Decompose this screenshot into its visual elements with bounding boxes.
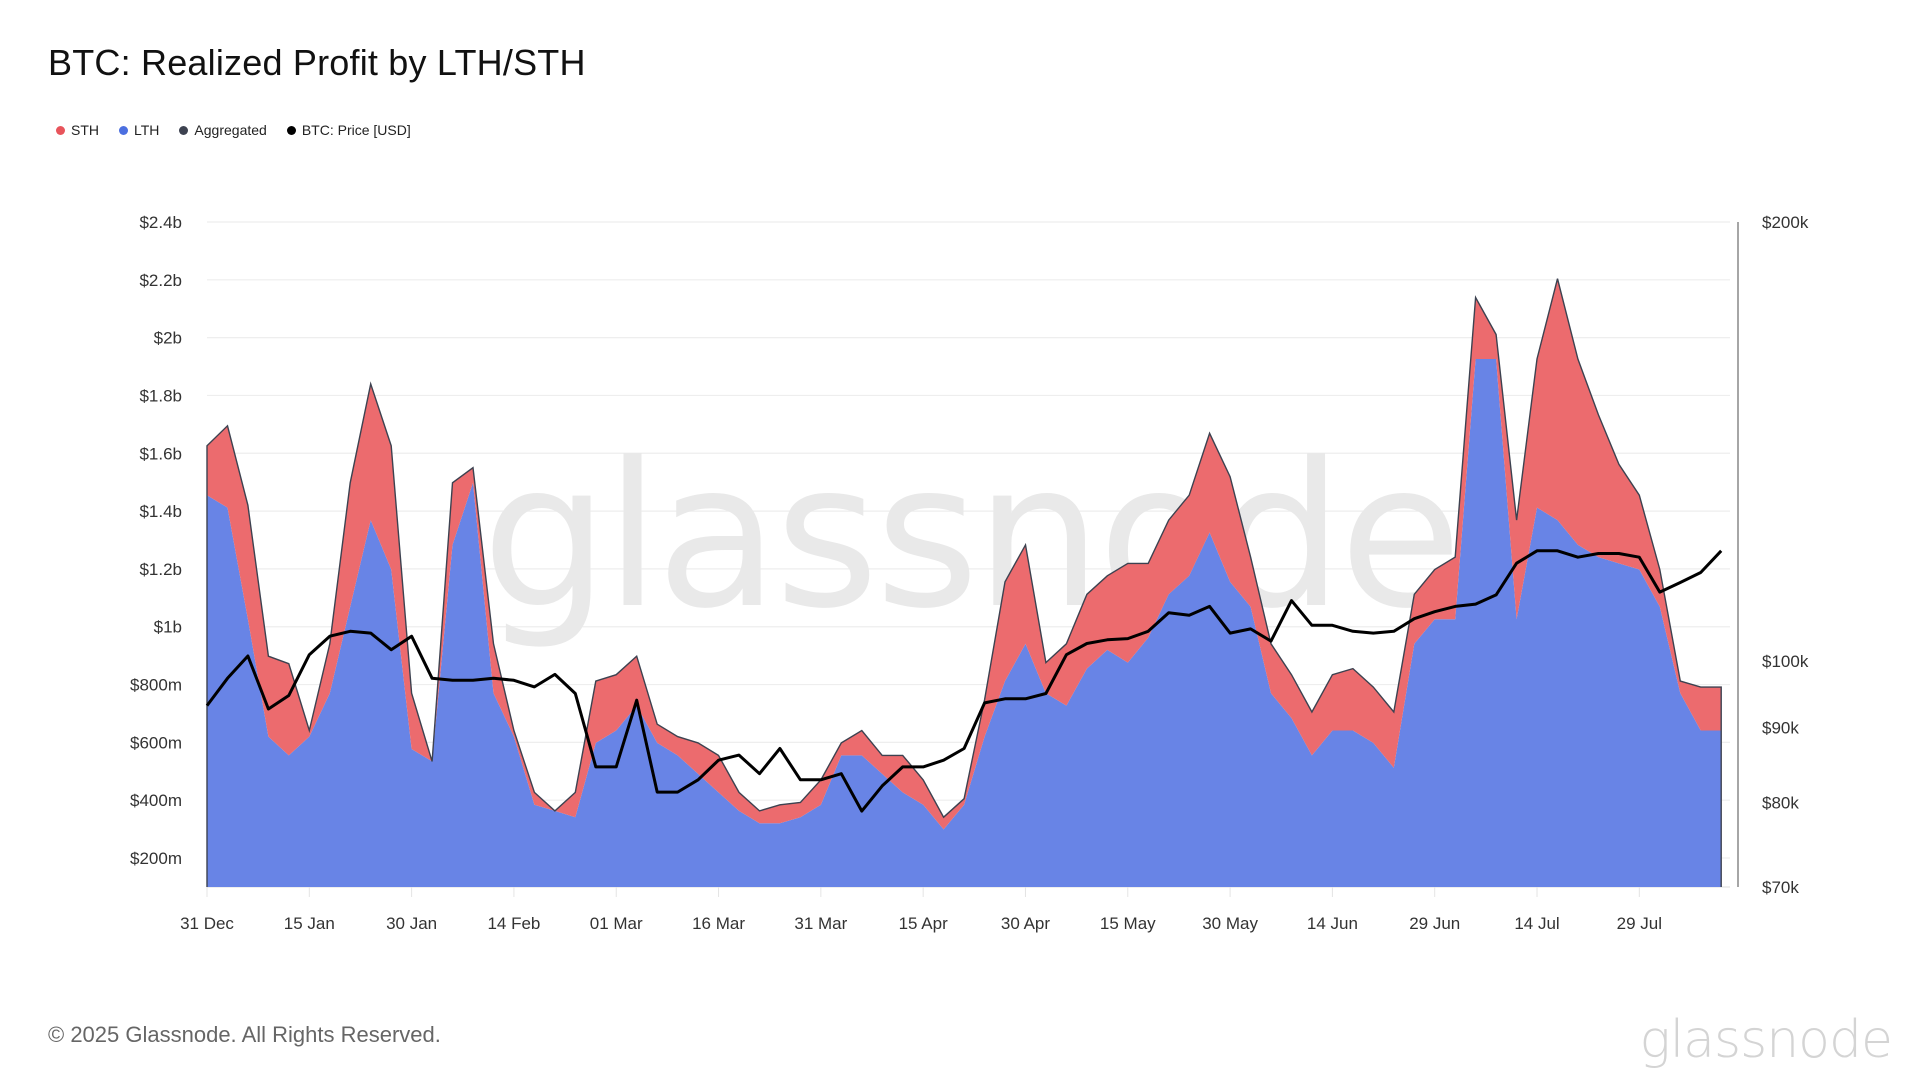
price-dot-icon [286, 125, 296, 135]
y-tick-label: $200m [130, 849, 182, 868]
y-axis-left: $200m $400m $600m $800m $1b $1.2b $1.4b $1.6b $1… [130, 213, 182, 868]
x-tick-label: 15 Apr [899, 914, 948, 933]
glassnode-logo: glassnode [1639, 1010, 1893, 1070]
y2-tick-label: $100k [1762, 652, 1809, 671]
y2-tick-label: $70k [1762, 878, 1799, 897]
y-tick-label: $1b [154, 618, 182, 637]
x-tick-label: 16 Mar [692, 914, 745, 933]
watermark-text: glassnode [482, 420, 1459, 653]
y2-tick-label: $200k [1762, 213, 1809, 232]
y-axis-right: $70k $80k $90k $100k $200k [1762, 213, 1809, 897]
aggregated-dot-icon [179, 125, 189, 135]
y-tick-label: $800m [130, 676, 182, 695]
y-tick-label: $600m [130, 733, 182, 752]
legend-item-lth[interactable]: LTH [119, 122, 159, 138]
y2-tick-label: $90k [1762, 719, 1799, 738]
lth-area [207, 359, 1722, 887]
legend-item-sth[interactable]: STH [56, 122, 99, 138]
y-tick-label: $2.4b [139, 213, 182, 232]
legend-label-lth: LTH [134, 122, 160, 138]
legend-item-price[interactable]: BTC: Price [USD] [286, 122, 411, 138]
legend-label-price: BTC: Price [USD] [301, 122, 411, 138]
chart-canvas[interactable]: glassnode $200m $400m $600m $800m $1b $1.2b $1… [0, 0, 1920, 1000]
legend-item-aggregated[interactable]: Aggregated [179, 122, 267, 138]
aggregated-line [206, 278, 1722, 887]
y-tick-label: $1.2b [139, 560, 182, 579]
x-tick-label: 31 Mar [794, 914, 847, 933]
price-line [205, 549, 1723, 813]
y-tick-label: $1.4b [139, 502, 182, 521]
x-tick-label: 31 Dec [180, 914, 234, 933]
y2-tick-label: $80k [1762, 793, 1799, 812]
x-tick-label: 30 Jan [386, 914, 437, 933]
x-tick-label: 14 Feb [487, 914, 540, 933]
y-tick-label: $1.6b [139, 444, 182, 463]
legend-label-aggregated: Aggregated [194, 122, 267, 138]
y-tick-label: $400m [130, 791, 182, 810]
sth-area [207, 278, 1722, 830]
page-title: BTC: Realized Profit by LTH/STH [48, 42, 586, 83]
x-tick-label: 01 Mar [590, 914, 643, 933]
copyright-text: © 2025 Glassnode. All Rights Reserved. [48, 1022, 441, 1047]
y-tick-label: $1.8b [139, 386, 182, 405]
x-tick-label: 14 Jul [1514, 914, 1559, 933]
lth-dot-icon [119, 125, 128, 135]
sth-dot-icon [56, 125, 65, 135]
x-tick-label: 15 Jan [284, 914, 335, 933]
x-tick-label: 29 Jun [1409, 914, 1460, 933]
x-tick-label: 30 Apr [1001, 914, 1050, 933]
legend-label-sth: STH [71, 122, 99, 138]
x-tick-label: 29 Jul [1617, 914, 1662, 933]
x-tick-label: 14 Jun [1307, 914, 1358, 933]
y-tick-label: $2.2b [139, 271, 182, 290]
x-tick-label: 15 May [1100, 914, 1156, 933]
chart-legend: STH LTH Aggregated BTC: Price [USD] [56, 122, 411, 138]
y-tick-label: $2b [154, 329, 182, 348]
x-axis: 31 Dec 15 Jan 30 Jan 14 Feb 01 Mar 16 Mar 31 M… [180, 887, 1662, 933]
x-tick-label: 30 May [1202, 914, 1258, 933]
